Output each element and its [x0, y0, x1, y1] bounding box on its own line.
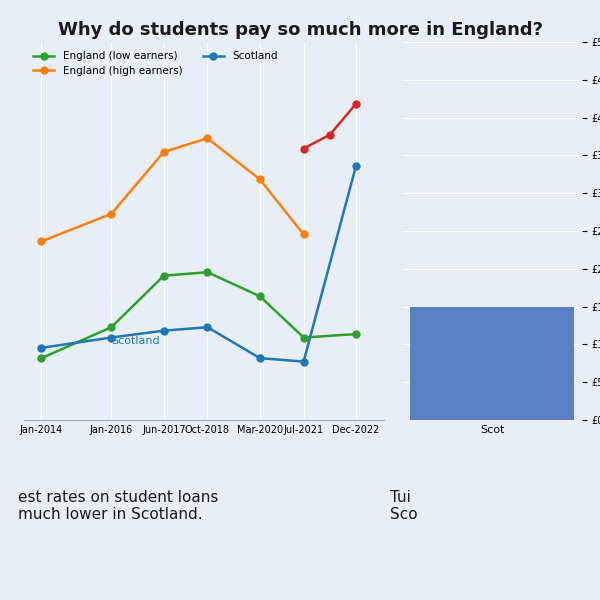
- Bar: [410, 307, 574, 420]
- Scotland: [256, 355, 263, 362]
- England (low earners): [108, 323, 115, 331]
- Line: England (high earners): England (high earners): [38, 135, 307, 245]
- Scotland: [108, 334, 115, 341]
- England (low earners): [38, 355, 45, 362]
- England (low earners): [160, 272, 167, 279]
- England (high earners): [256, 176, 263, 183]
- England (high earners): [160, 148, 167, 155]
- Scotland: [38, 344, 45, 352]
- Scotland: [204, 323, 211, 331]
- Text: Why do students pay so much more in England?: Why do students pay so much more in Engl…: [58, 21, 542, 39]
- Scotland: [300, 358, 307, 365]
- Scotland: [160, 327, 167, 334]
- Text: Tui
Sco: Tui Sco: [390, 490, 418, 522]
- England (low earners): [352, 331, 359, 338]
- England (high earners): [108, 210, 115, 217]
- England (high earners): [38, 238, 45, 245]
- Legend: England (low earners), England (high earners), Scotland: England (low earners), England (high ear…: [29, 47, 282, 80]
- Line: Scotland: Scotland: [38, 162, 359, 365]
- Scotland: [352, 162, 359, 169]
- England (low earners): [204, 269, 211, 276]
- England (low earners): [300, 334, 307, 341]
- England (high earners): [204, 134, 211, 142]
- Text: Scotland: Scotland: [112, 337, 160, 346]
- England (high earners): [300, 231, 307, 238]
- Text: est rates on student loans
much lower in Scotland.: est rates on student loans much lower in…: [18, 490, 218, 522]
- Line: England (low earners): England (low earners): [38, 269, 359, 362]
- England (low earners): [256, 293, 263, 300]
